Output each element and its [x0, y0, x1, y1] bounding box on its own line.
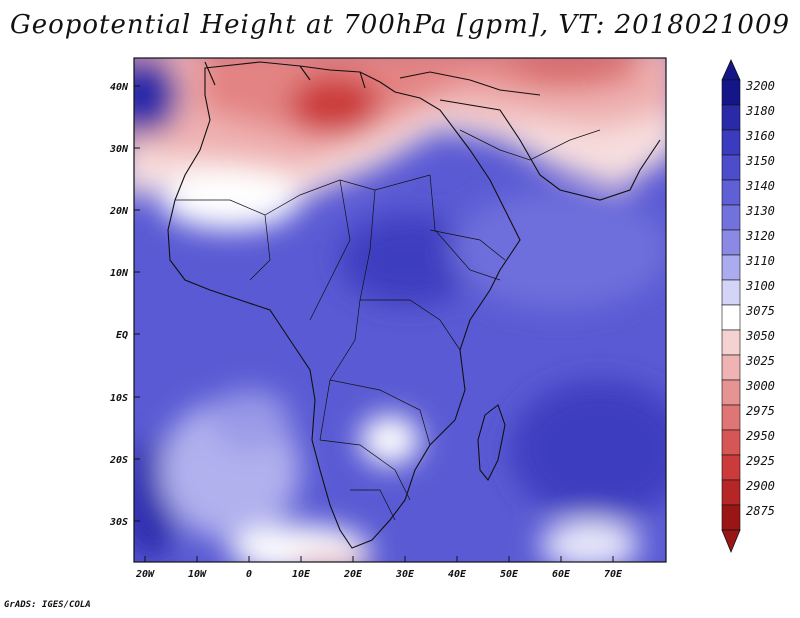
colorbar-label: 3120: [745, 229, 775, 243]
lon-tick-label: 70E: [604, 569, 623, 580]
colorbar-swatch: [721, 229, 741, 256]
colorbar-label: 3050: [745, 329, 775, 343]
lat-tick-label: 30N: [109, 144, 129, 155]
colorbar-label: 3075: [745, 304, 775, 318]
colorbar-swatch: [721, 304, 741, 331]
colorbar-swatch: [721, 79, 741, 106]
lon-tick-label: 10E: [292, 569, 311, 580]
colorbar-label: 3200: [745, 79, 775, 93]
colorbar-label: 2975: [746, 404, 775, 418]
colorbar-swatch: [721, 154, 741, 181]
grads-credit: GrADS: IGES/COLA: [4, 600, 91, 610]
colorbar-swatch: [721, 379, 741, 406]
lon-tick-label: 20W: [135, 569, 155, 580]
lat-tick-label: 40N: [110, 82, 129, 93]
colorbar-label: 3150: [745, 154, 775, 168]
colorbar-swatch: [721, 204, 741, 231]
colorbar-label: 3000: [745, 379, 775, 393]
lon-tick-label: 50E: [500, 569, 519, 580]
colorbar-swatch: [721, 179, 741, 206]
colorbar: 3200 3180 3160 3150 3140 3130 3120 3110 3100 3075…: [721, 59, 775, 554]
colorbar-label: 3025: [745, 354, 775, 368]
plot-area: [134, 58, 666, 562]
lon-tick-label: 40E: [448, 569, 467, 580]
colorbar-swatch: [721, 404, 741, 431]
lat-tick-label: EQ: [116, 330, 128, 341]
colorbar-swatch: [721, 329, 741, 356]
colorbar-swatch: [721, 279, 741, 306]
colorbar-swatch: [721, 429, 741, 456]
colorbar-label: 2925: [746, 454, 775, 468]
coastlines: [167, 61, 661, 549]
lat-tick-label: 10N: [110, 268, 129, 279]
colorbar-bottom-arrow: [721, 529, 741, 554]
lon-tick-label: 60E: [552, 569, 571, 580]
colorbar-label: 3100: [745, 279, 775, 293]
colorbar-swatch: [721, 354, 741, 381]
lat-tick-label: 30S: [109, 517, 128, 528]
colorbar-label: 3110: [745, 254, 775, 268]
colorbar-label: 3180: [745, 104, 775, 118]
colorbar-label: 2900: [746, 479, 775, 493]
latitude-axis: 40N 30N 20N 10N EQ 10S 20S 30S: [109, 82, 140, 528]
colorbar-label: 3130: [745, 204, 775, 218]
colorbar-swatch: [721, 129, 741, 156]
lon-tick-label: 30E: [395, 569, 415, 580]
colorbar-swatch: [721, 254, 741, 281]
colorbar-label: 3140: [745, 179, 775, 193]
colorbar-label: 2875: [746, 504, 775, 518]
lon-tick-label: 20E: [343, 569, 363, 580]
lon-tick-label: 0: [246, 569, 252, 580]
country-borders: [175, 129, 601, 521]
longitude-axis: 20W 10W 0 10E 20E 30E 40E 50E 60E 70E: [135, 556, 623, 580]
lat-tick-label: 10S: [110, 393, 128, 404]
colorbar-swatch: [721, 504, 741, 531]
lat-tick-label: 20S: [109, 455, 128, 466]
colorbar-swatch: [721, 479, 741, 506]
colorbar-swatch: [721, 454, 741, 481]
lat-tick-label: 20N: [109, 206, 129, 217]
lon-tick-label: 10W: [188, 569, 207, 580]
colorbar-label: 3160: [745, 129, 775, 143]
chart-title: Geopotential Height at 700hPa [gpm], VT:…: [9, 10, 791, 40]
colorbar-top-arrow: [721, 59, 741, 81]
colorbar-swatch: [721, 104, 741, 131]
colorbar-label: 2950: [746, 429, 775, 443]
plot-frame: [133, 57, 667, 563]
